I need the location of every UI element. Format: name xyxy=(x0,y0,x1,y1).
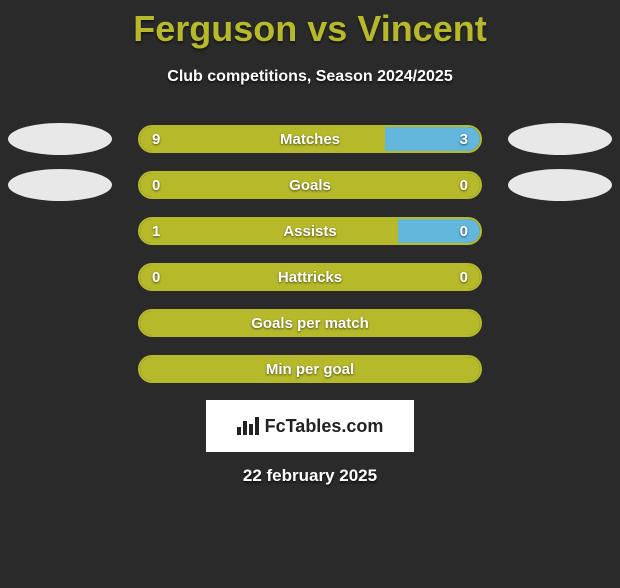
stat-value-right: 0 xyxy=(460,223,468,240)
stat-bar-track: Goals per match xyxy=(138,309,482,337)
comparison-date: 22 february 2025 xyxy=(0,466,620,486)
team-badge-left xyxy=(8,169,112,201)
stat-value-left: 1 xyxy=(152,223,160,240)
stat-value-left: 9 xyxy=(152,131,160,148)
stat-value-left: 0 xyxy=(152,177,160,194)
team-badge-right xyxy=(508,123,612,155)
stats-container: 9 3 Matches 0 0 Goals 1 0 Assists 0 0 Hattricks Goal… xyxy=(0,116,620,392)
stat-bar-track: 1 0 Assists xyxy=(138,217,482,245)
stat-row: 0 0 Hattricks xyxy=(0,254,620,300)
stat-value-right: 0 xyxy=(460,177,468,194)
stat-value-right: 3 xyxy=(460,131,468,148)
stat-bar-track: 0 0 Goals xyxy=(138,171,482,199)
stat-label: Matches xyxy=(280,131,340,148)
page-title: Ferguson vs Vincent xyxy=(0,8,620,50)
logo-text: FcTables.com xyxy=(265,416,384,437)
fctables-logo: FcTables.com xyxy=(206,400,414,452)
stat-bar-track: Min per goal xyxy=(138,355,482,383)
stat-label: Min per goal xyxy=(266,361,354,378)
stat-value-left: 0 xyxy=(152,269,160,286)
bar-left-fill xyxy=(140,127,385,151)
stat-value-right: 0 xyxy=(460,269,468,286)
stat-row: 9 3 Matches xyxy=(0,116,620,162)
stat-label: Goals per match xyxy=(251,315,369,332)
stat-row: Min per goal xyxy=(0,346,620,392)
stat-label: Hattricks xyxy=(278,269,342,286)
stat-row: 1 0 Assists xyxy=(0,208,620,254)
team-badge-left xyxy=(8,123,112,155)
team-badge-right xyxy=(508,169,612,201)
stat-bar-track: 9 3 Matches xyxy=(138,125,482,153)
bar-left-fill xyxy=(140,219,398,243)
stat-label: Assists xyxy=(283,223,336,240)
stat-bar-track: 0 0 Hattricks xyxy=(138,263,482,291)
bar-chart-icon xyxy=(237,417,259,435)
stat-row: Goals per match xyxy=(0,300,620,346)
page-subtitle: Club competitions, Season 2024/2025 xyxy=(0,68,620,86)
stat-row: 0 0 Goals xyxy=(0,162,620,208)
stat-label: Goals xyxy=(289,177,331,194)
